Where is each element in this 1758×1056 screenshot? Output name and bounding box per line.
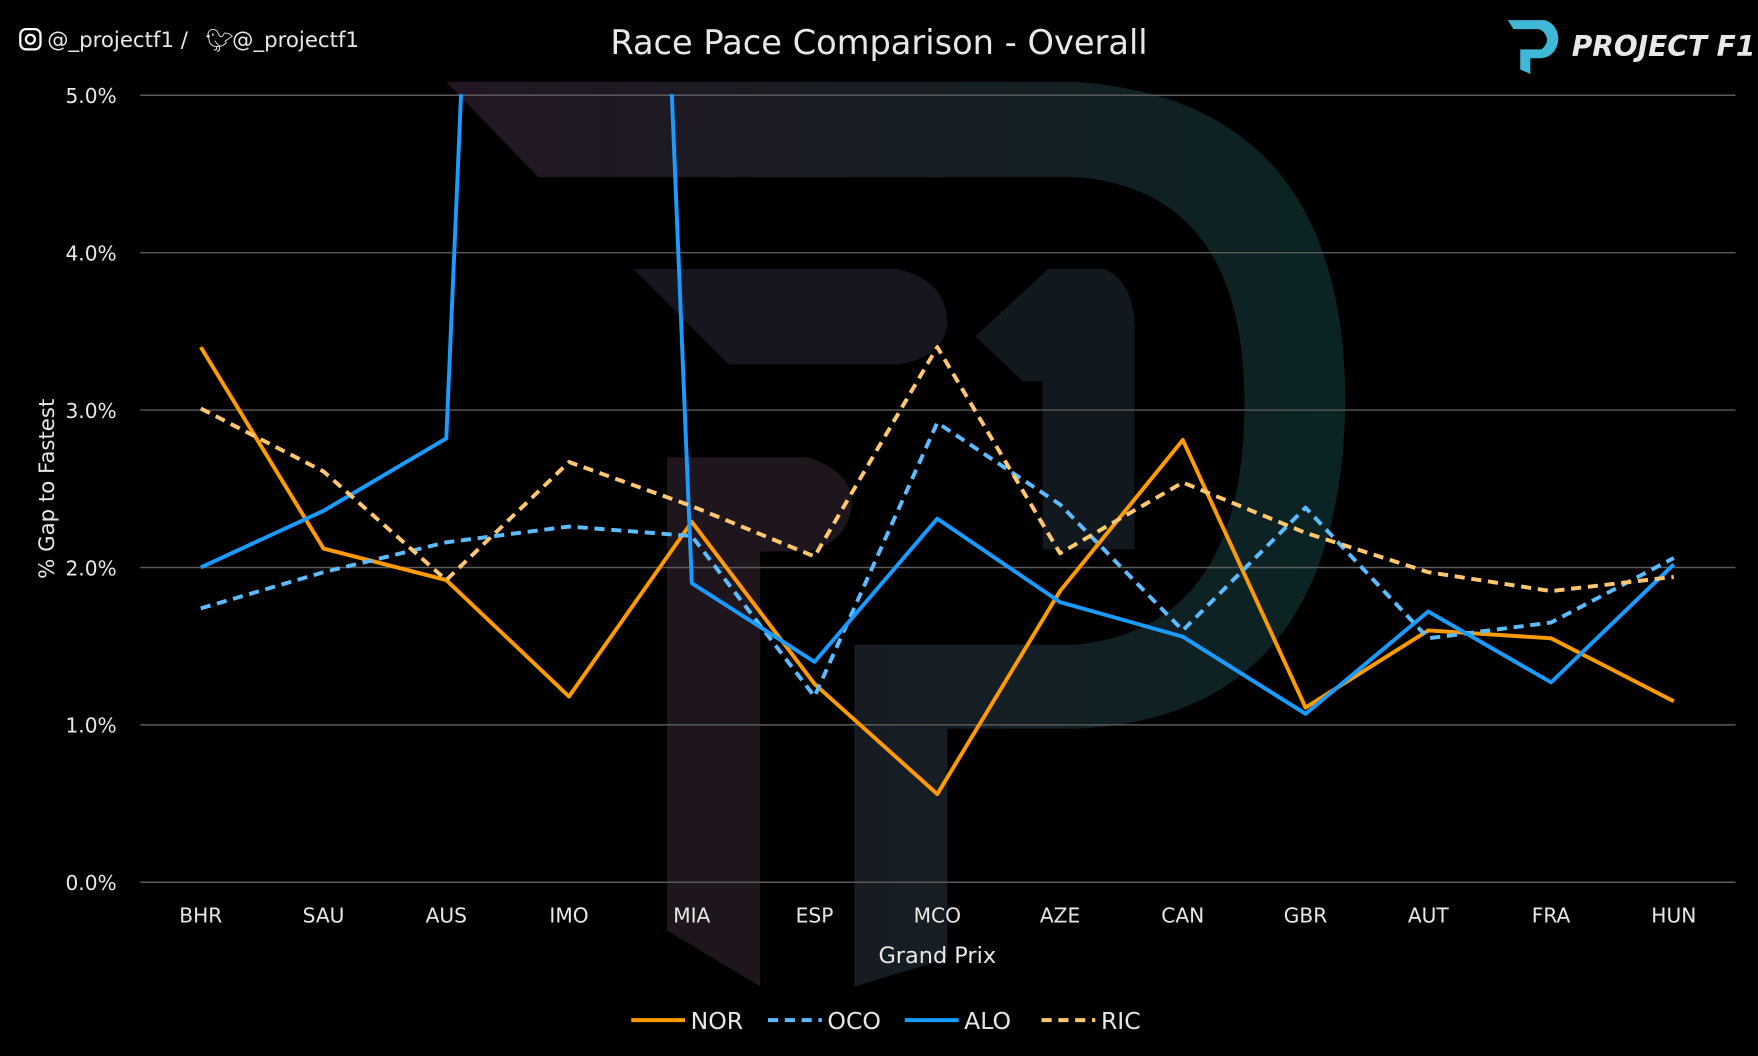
x-tick-label: SAU <box>303 904 345 928</box>
x-tick-label: AUS <box>426 904 467 928</box>
legend: NOR OCO ALO RIC <box>631 1007 1141 1035</box>
instagram-handle: @_projectf1 / <box>47 28 189 53</box>
x-tick-label: FRA <box>1532 904 1571 928</box>
x-tick-label: MIA <box>673 904 710 928</box>
legend-label: ALO <box>964 1007 1011 1035</box>
y-tick-label: 0.0% <box>65 871 116 895</box>
series-line-alo <box>199 94 1676 716</box>
legend-label: OCO <box>827 1007 880 1035</box>
series-line-oco <box>200 420 1675 699</box>
x-tick-label: BHR <box>179 904 222 928</box>
watermark-logo <box>446 81 1346 987</box>
y-axis-label: % Gap to Fastest <box>35 399 60 579</box>
y-tick-label: 5.0% <box>65 84 116 108</box>
instagram-icon <box>19 28 42 51</box>
twitter-handle: @_projectf1 <box>232 28 359 53</box>
x-tick-label: IMO <box>549 904 588 928</box>
x-tick-label: HUN <box>1651 904 1696 928</box>
x-tick-label: AUT <box>1408 904 1450 928</box>
series-line-nor <box>199 346 1675 797</box>
y-tick-label: 1.0% <box>65 714 116 738</box>
x-tick-label: MCO <box>914 904 961 928</box>
y-tick-label: 2.0% <box>65 556 116 580</box>
project-f1-logo: PROJECT F1 <box>1507 20 1756 74</box>
chart-title: Race Pace Comparison - Overall <box>610 23 1147 62</box>
x-tick-label: CAN <box>1161 904 1204 928</box>
legend-label: NOR <box>691 1007 743 1035</box>
twitter-icon: 🐦︎ <box>205 28 233 54</box>
svg-text:PROJECT F1: PROJECT F1 <box>1572 30 1756 63</box>
series-line-ric <box>199 345 1675 594</box>
social-handles: @_projectf1 / 🐦︎ @_projectf1 <box>19 28 359 54</box>
y-tick-label: 4.0% <box>65 242 116 266</box>
x-tick-label: AZE <box>1040 904 1080 928</box>
x-axis-label: Grand Prix <box>878 943 996 969</box>
y-tick-label: 3.0% <box>65 399 116 423</box>
legend-label: RIC <box>1101 1007 1141 1035</box>
x-tick-label: GBR <box>1284 904 1327 928</box>
x-tick-label: ESP <box>796 904 834 928</box>
